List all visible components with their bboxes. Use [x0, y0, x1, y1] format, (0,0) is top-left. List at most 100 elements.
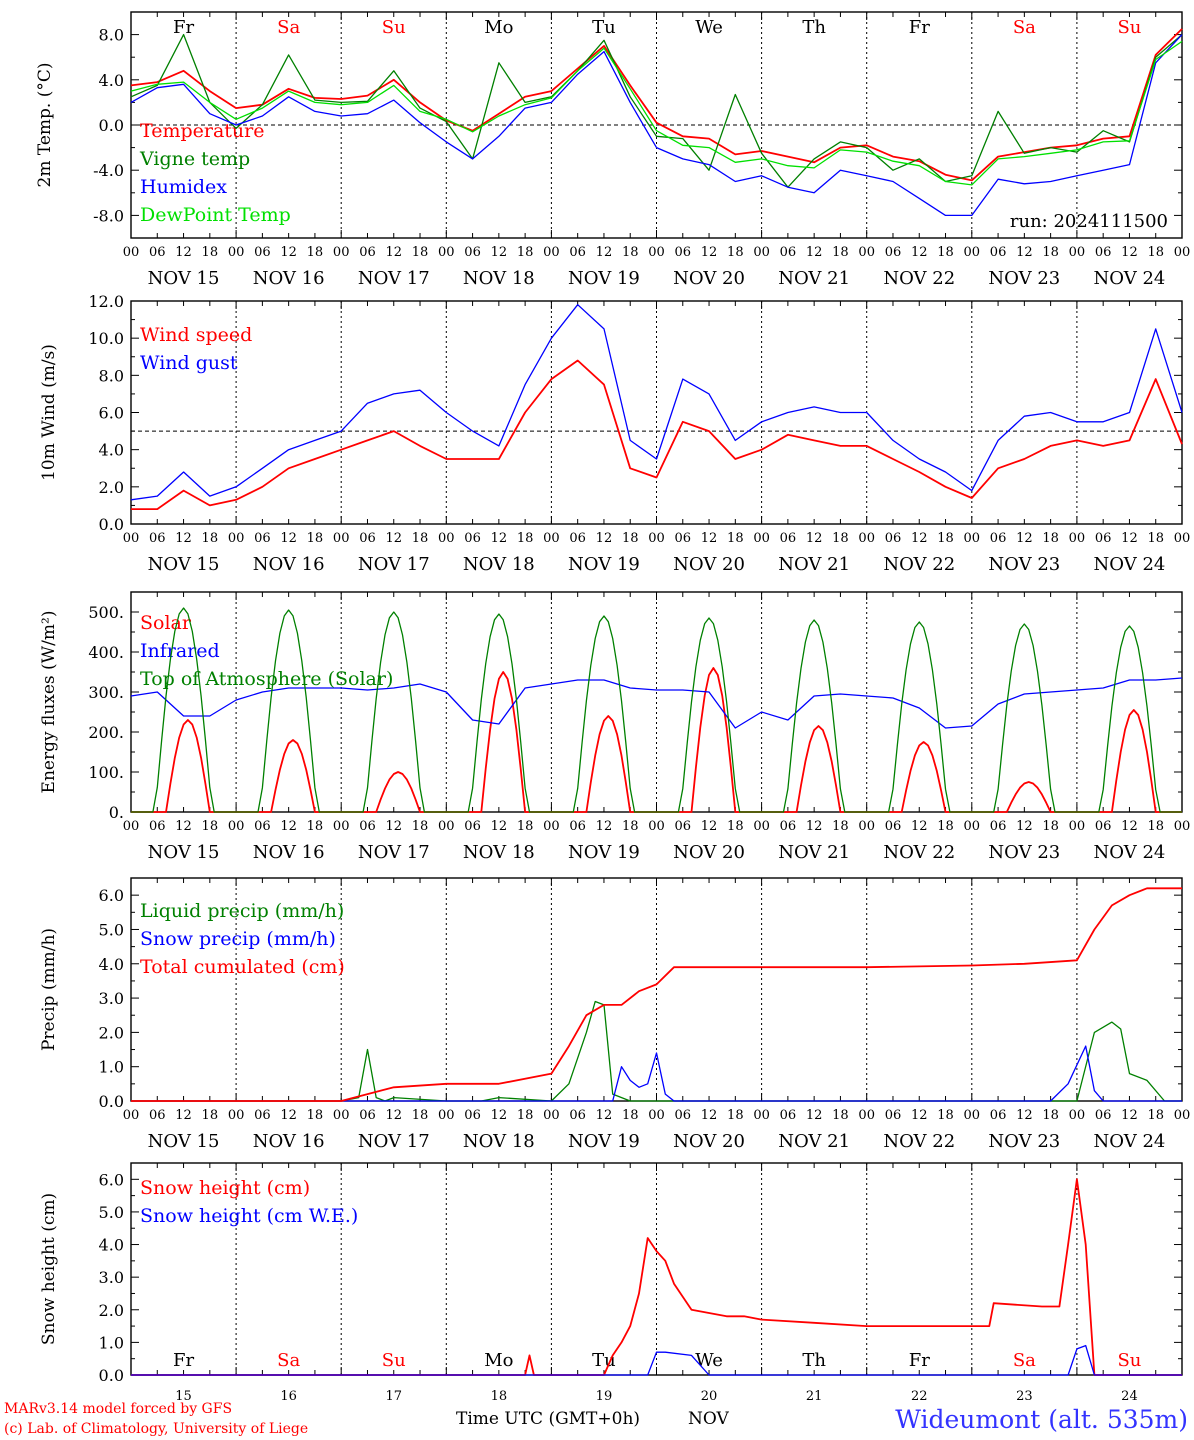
y-tick-label: 0.0	[99, 1092, 124, 1111]
date-label: NOV 22	[883, 842, 955, 863]
hour-tick-label: 06	[254, 245, 271, 260]
hour-tick-label: 18	[622, 531, 639, 546]
legend-entry: Total cumulated (cm)	[140, 956, 345, 978]
day-number-label: 24	[1121, 1389, 1138, 1404]
date-label: NOV 18	[463, 1131, 535, 1152]
hour-tick-label: 18	[622, 819, 639, 834]
hour-tick-label: 06	[569, 1108, 586, 1123]
date-label: NOV 19	[568, 268, 640, 289]
date-label: NOV 19	[568, 554, 640, 575]
hour-tick-label: 18	[517, 245, 534, 260]
y-tick-label: 10.0	[88, 329, 124, 348]
y-tick-label: 5.0	[99, 920, 124, 939]
hour-tick-label: 18	[1042, 245, 1059, 260]
hour-tick-label: 00	[753, 245, 770, 260]
hour-tick-label: 06	[780, 819, 797, 834]
y-axis-label: 10m Wind (m/s)	[39, 344, 59, 481]
hour-tick-label: 06	[359, 819, 376, 834]
hour-tick-label: 06	[780, 245, 797, 260]
hour-tick-label: 12	[491, 531, 508, 546]
series-line-liquid-precip-mm-h-	[131, 1000, 1182, 1102]
hour-tick-label: 18	[517, 819, 534, 834]
series-line-vigne-temp	[130, 33, 1183, 188]
date-label: NOV 20	[673, 842, 745, 863]
date-label: NOV 23	[988, 842, 1060, 863]
hour-tick-label: 00	[753, 1108, 770, 1123]
hour-tick-label: 06	[359, 1108, 376, 1123]
hour-tick-label: 00	[858, 1108, 875, 1123]
day-of-week-label: Sa	[277, 17, 300, 38]
day-of-week-label: Mo	[484, 17, 513, 38]
hour-tick-label: 06	[990, 245, 1007, 260]
series-line-temperature	[130, 28, 1183, 182]
hour-tick-label: 06	[1095, 245, 1112, 260]
hour-tick-label: 06	[990, 531, 1007, 546]
hour-tick-label: 00	[1069, 819, 1086, 834]
series-line-wind-gust	[130, 304, 1183, 501]
date-label: NOV 23	[988, 268, 1060, 289]
hour-tick-label: 06	[149, 819, 166, 834]
hour-tick-label: 06	[464, 1108, 481, 1123]
legend-entry: Snow height (cm)	[140, 1177, 310, 1199]
day-of-week-label: Su	[382, 17, 406, 38]
hour-tick-label: 12	[806, 1108, 823, 1123]
hour-tick-label: 06	[1095, 531, 1112, 546]
location-title: Wideumont (alt. 535m)	[895, 1405, 1188, 1434]
y-tick-label: 0.	[109, 803, 124, 822]
legend-entry: Solar	[140, 612, 192, 634]
day-of-week-label: We	[695, 1350, 723, 1371]
hour-tick-label: 18	[412, 531, 429, 546]
date-label: NOV 22	[883, 268, 955, 289]
hour-tick-label: 00	[753, 819, 770, 834]
hour-tick-label: 00	[228, 1108, 245, 1123]
hour-tick-label: 00	[228, 531, 245, 546]
hour-tick-label: 18	[412, 819, 429, 834]
hour-tick-label: 00	[1174, 531, 1191, 546]
hour-tick-label: 12	[175, 531, 192, 546]
hour-tick-label: 06	[149, 245, 166, 260]
hour-tick-label: 06	[780, 531, 797, 546]
date-label: NOV 16	[253, 842, 325, 863]
hour-tick-label: 12	[806, 531, 823, 546]
date-label: NOV 20	[673, 554, 745, 575]
legend-entry: Wind speed	[140, 324, 252, 346]
day-of-week-label: Tu	[592, 1350, 616, 1371]
day-number-label: 21	[806, 1389, 823, 1404]
y-axis-label: Snow height (cm)	[39, 1193, 59, 1345]
y-tick-label: 2.0	[99, 478, 124, 497]
y-tick-label: 6.0	[99, 886, 124, 905]
date-label: NOV 15	[148, 842, 220, 863]
series-line-dewpoint-temp	[130, 40, 1183, 186]
day-number-label: 23	[1016, 1389, 1033, 1404]
y-tick-label: 12.0	[88, 292, 124, 311]
hour-tick-label: 06	[464, 531, 481, 546]
y-tick-label: 8.0	[99, 26, 124, 45]
day-number-label: 19	[596, 1389, 613, 1404]
day-of-week-label: Fr	[173, 1350, 194, 1371]
date-label: NOV 15	[148, 1131, 220, 1152]
hour-tick-label: 06	[149, 531, 166, 546]
hour-tick-label: 06	[990, 1108, 1007, 1123]
hour-tick-label: 12	[385, 819, 402, 834]
hour-tick-label: 00	[964, 531, 981, 546]
hour-tick-label: 12	[911, 531, 928, 546]
hour-tick-label: 06	[990, 819, 1007, 834]
hour-tick-label: 00	[438, 245, 455, 260]
day-of-week-label: Su	[1117, 17, 1141, 38]
day-of-week-label: We	[695, 17, 723, 38]
hour-tick-label: 00	[543, 531, 560, 546]
date-label: NOV 21	[778, 1131, 850, 1152]
hour-tick-label: 18	[1147, 531, 1164, 546]
hour-tick-label: 06	[885, 245, 902, 260]
day-number-label: 16	[280, 1389, 297, 1404]
hour-tick-label: 18	[832, 531, 849, 546]
hour-tick-label: 00	[123, 819, 140, 834]
hour-tick-label: 12	[1121, 531, 1138, 546]
hour-tick-label: 06	[254, 531, 271, 546]
hour-tick-label: 06	[464, 245, 481, 260]
day-number-label: 17	[385, 1389, 402, 1404]
date-label: NOV 16	[253, 554, 325, 575]
hour-tick-label: 12	[1016, 819, 1033, 834]
hour-tick-label: 06	[885, 1108, 902, 1123]
date-label: NOV 24	[1094, 842, 1166, 863]
